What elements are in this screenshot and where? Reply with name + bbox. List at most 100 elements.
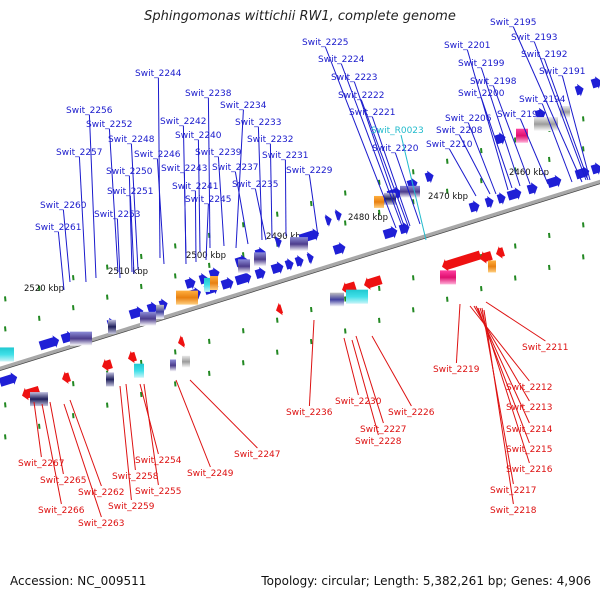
forward-gene-leader (108, 128, 119, 273)
forward-gene-leader (128, 175, 133, 273)
forward-gene-leader (308, 174, 319, 237)
row-tick-1 (38, 315, 41, 321)
forward-gene-leader (257, 126, 263, 241)
feature-box (156, 304, 164, 319)
forward-gene-leader (561, 75, 591, 181)
row-tick-2 (548, 232, 551, 239)
forward-gene-label: Swit_2252 (86, 120, 133, 130)
reverse-gene-leader (481, 307, 514, 485)
forward-gene-label: Swit_2192 (521, 50, 568, 60)
row-tick-3 (140, 391, 143, 398)
forward-gene-arrow (506, 187, 522, 201)
reverse-gene-label: Swit_2247 (234, 450, 281, 460)
feature-box (254, 252, 266, 267)
reverse-gene-leader (69, 399, 102, 487)
reverse-gene-leader (477, 307, 530, 444)
forward-gene-arrow (534, 107, 546, 121)
forward-gene-leader (467, 122, 497, 195)
feature-box (182, 355, 190, 368)
feature-box (238, 259, 250, 274)
forward-gene-label: Swit_2223 (331, 73, 378, 83)
genome-summary: Topology: circular; Length: 5,382,261 bp… (261, 574, 591, 588)
map-title: Sphingomonas wittichii RW1, complete gen… (144, 9, 456, 24)
forward-gene-arrow (496, 192, 506, 205)
forward-gene-label: Swit_2238 (185, 89, 232, 99)
reverse-gene-label: Swit_2216 (506, 465, 553, 475)
forward-gene-arrow (526, 182, 538, 195)
row-tick-1 (378, 209, 381, 215)
forward-gene-label: Swit_2237 (212, 163, 259, 173)
forward-gene-label: Swit_2210 (426, 140, 473, 150)
forward-gene-leader (543, 58, 589, 181)
forward-gene-label: Swit_2225 (302, 38, 349, 48)
reverse-gene-leader (351, 339, 379, 436)
forward-gene-leader (512, 26, 583, 183)
row-tick-0 (38, 285, 41, 291)
reverse-gene-label: Swit_2236 (286, 408, 333, 418)
reverse-gene-label: Swit_2219 (433, 365, 480, 375)
reverse-gene-arrow (102, 358, 113, 372)
row-tick-0 (412, 169, 415, 175)
reverse-gene-label: Swit_2226 (388, 408, 435, 418)
forward-gene-leader (207, 97, 211, 249)
reverse-gene-label: Swit_2212 (506, 383, 553, 393)
row-tick-3 (38, 423, 41, 429)
scale-label: 2480 kbp (348, 213, 388, 223)
forward-gene-arrow (284, 258, 294, 271)
reverse-gene-label: Swit_2266 (38, 506, 85, 516)
forward-gene-arrow (590, 76, 600, 89)
row-tick-3 (106, 402, 109, 408)
rna-feature-box (134, 363, 144, 378)
forward-gene-leader (129, 195, 135, 275)
row-tick-2 (174, 349, 177, 355)
row-tick-1 (412, 199, 415, 205)
row-tick-0 (4, 296, 7, 302)
forward-gene-arrow (546, 174, 562, 189)
forward-gene-leader (353, 81, 405, 227)
forward-gene-leader (394, 152, 421, 225)
row-tick-2 (72, 381, 75, 387)
feature-box (176, 290, 198, 305)
forward-gene-arrow (382, 225, 398, 240)
forward-gene-leader (234, 171, 249, 245)
forward-gene-leader (269, 143, 273, 239)
forward-gene-leader (371, 116, 411, 227)
forward-gene-arrow (220, 277, 234, 290)
reverse-gene-label: Swit_2267 (18, 459, 65, 469)
row-tick-2 (582, 222, 585, 228)
forward-gene-arrow (468, 200, 480, 213)
reverse-gene-leader (33, 401, 42, 458)
forward-gene-label: Swit_2245 (185, 195, 232, 205)
forward-gene-leader (254, 188, 267, 241)
forward-gene-leader (88, 114, 97, 279)
feature-box (516, 128, 528, 143)
feature-box (170, 359, 176, 372)
forward-gene-label: Swit_2200 (458, 89, 505, 99)
row-tick-3 (378, 317, 381, 323)
forward-gene-leader (340, 63, 403, 227)
row-tick-3 (208, 370, 211, 376)
reverse-gene-leader (189, 379, 258, 449)
forward-gene-leader (156, 158, 165, 265)
row-tick-2 (276, 317, 279, 323)
forward-gene-leader (466, 49, 509, 191)
forward-gene-leader (197, 139, 201, 253)
forward-gene-arrow (574, 166, 590, 180)
row-tick-1 (4, 326, 7, 332)
row-tick-3 (4, 434, 7, 440)
row-tick-0 (242, 222, 245, 228)
feature-box (488, 260, 496, 273)
row-tick-2 (242, 328, 245, 334)
reverse-gene-arrow (364, 275, 383, 290)
row-tick-0 (446, 158, 449, 164)
reverse-gene-leader (308, 319, 315, 407)
forward-gene-label: Swit_2206 (445, 114, 492, 124)
row-tick-1 (208, 262, 211, 268)
reverse-gene-arrow (496, 246, 505, 259)
row-tick-3 (174, 381, 177, 387)
reverse-gene-label: Swit_2258 (112, 472, 159, 482)
reverse-gene-label: Swit_2265 (40, 476, 87, 486)
forward-gene-leader (194, 190, 197, 263)
row-tick-3 (548, 264, 551, 271)
forward-gene-leader (205, 203, 209, 261)
